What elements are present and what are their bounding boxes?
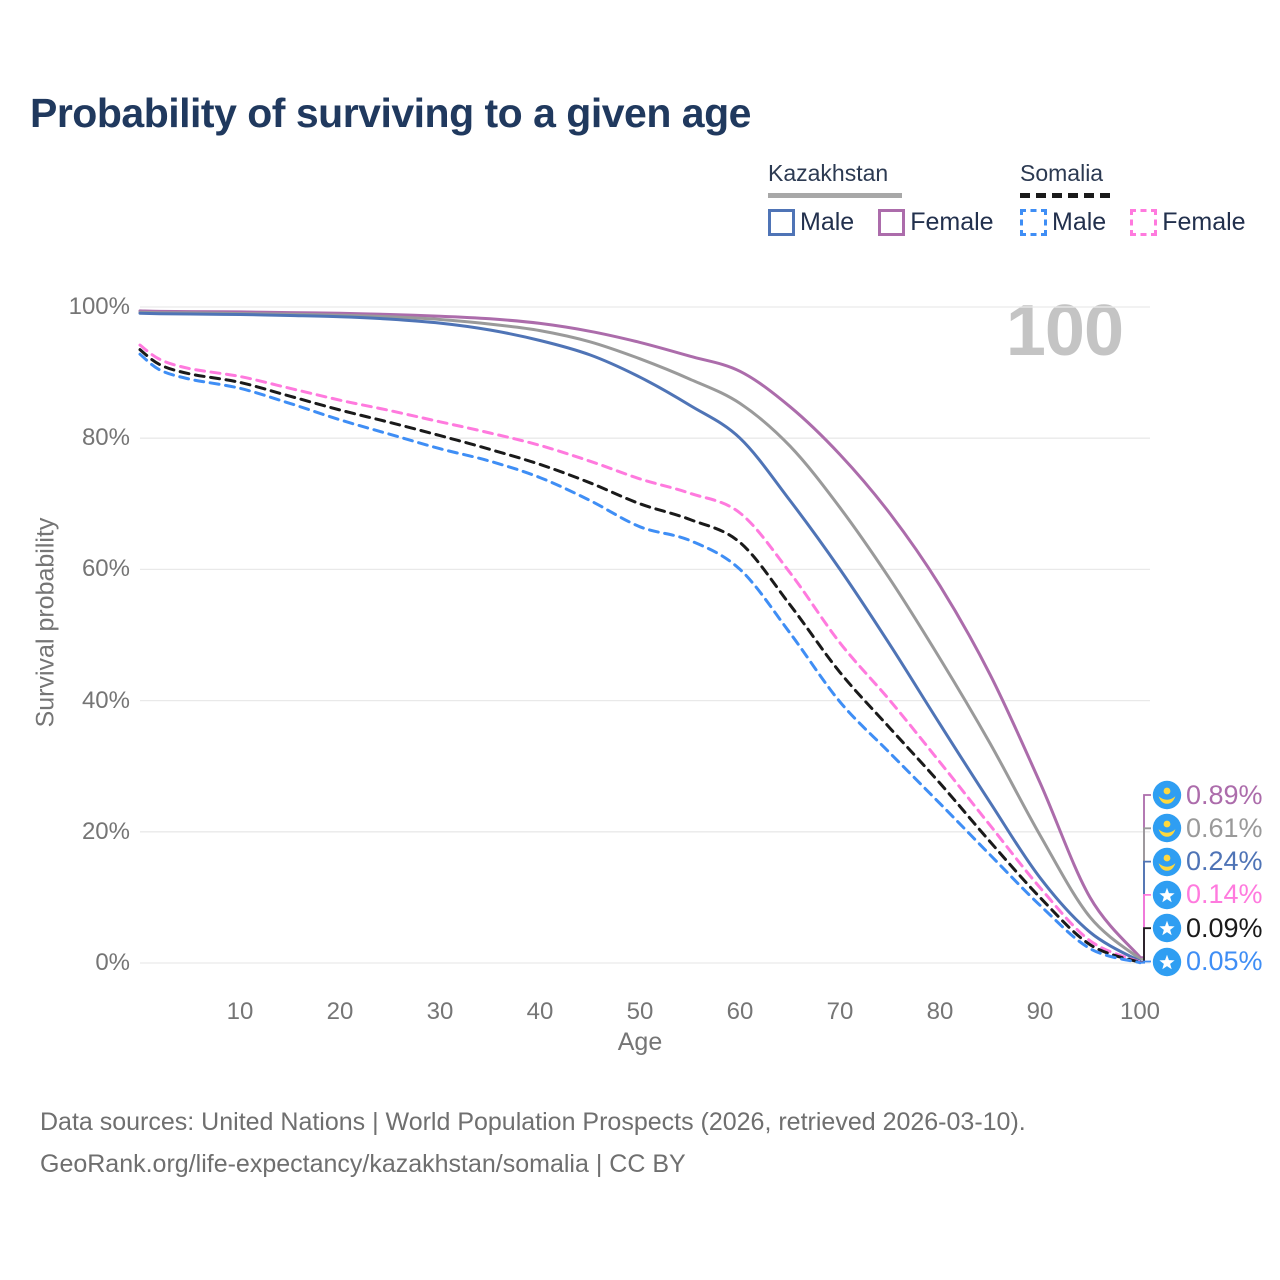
somalia-flag-icon <box>1152 880 1182 910</box>
footer-attribution: GeoRank.org/life-expectancy/kazakhstan/s… <box>40 1150 686 1178</box>
end-label-value-somalia-both-sexes: 0.09% <box>1186 912 1263 943</box>
x-tick-50: 50 <box>626 998 654 1025</box>
end-label-value-somalia-male: 0.05% <box>1186 946 1263 976</box>
y-tick-0%: 0% <box>95 949 130 976</box>
series-line-kazakhstan-both-sexes <box>138 310 1142 961</box>
swatch-somalia-female <box>1130 209 1158 236</box>
kazakhstan-flag-icon <box>1152 847 1182 876</box>
y-tick-80%: 80% <box>81 424 130 452</box>
kazakhstan-flag-icon <box>1152 780 1182 810</box>
x-tick-90: 90 <box>1026 998 1054 1025</box>
x-tick-20: 20 <box>326 998 354 1025</box>
legend-line-sample-somalia <box>1020 193 1110 198</box>
x-tick-80: 80 <box>926 998 954 1025</box>
end-label-kazakhstan-male: 0.24% <box>1152 846 1263 878</box>
end-label-connector-kazakhstan-both-sexes <box>1140 827 1151 960</box>
somalia-flag-icon <box>1152 947 1182 976</box>
end-label-value-kazakhstan-female: 0.89% <box>1186 779 1263 810</box>
series-line-somalia-male <box>138 352 1142 965</box>
y-tick-100%: 100% <box>68 293 130 320</box>
page-title: Probability of surviving to a given age <box>30 90 751 136</box>
y-tick-60%: 60% <box>81 555 130 583</box>
x-tick-70: 70 <box>826 998 854 1025</box>
kazakhstan-flag-icon <box>1152 814 1182 843</box>
legend-item-somalia-male[interactable]: Male <box>1020 208 1106 237</box>
x-axis-title: Age <box>617 1028 663 1056</box>
swatch-kazakhstan-female <box>878 209 906 236</box>
legend-item-somalia-female[interactable]: Female <box>1130 208 1246 237</box>
end-label-value-kazakhstan-both-sexes: 0.61% <box>1186 812 1263 843</box>
legend-country-somalia: Somalia <box>1020 160 1104 186</box>
swatch-somalia-male <box>1020 209 1047 236</box>
legend-group-somalia: Somalia Male Female <box>1020 160 1246 237</box>
end-label-somalia-male: 0.05% <box>1152 946 1263 978</box>
series-line-somalia-female <box>138 343 1142 964</box>
series-line-kazakhstan-male <box>138 311 1142 963</box>
x-tick-30: 30 <box>426 998 454 1025</box>
y-tick-20%: 20% <box>81 817 130 845</box>
end-label-value-somalia-female: 0.14% <box>1186 879 1263 910</box>
end-label-connector-somalia-male <box>1140 960 1151 964</box>
legend-item-kazakhstan-female[interactable]: Female <box>878 208 994 237</box>
legend-line-sample-kazakhstan <box>768 193 902 198</box>
end-label-connector-kazakhstan-male <box>1140 860 1151 963</box>
x-tick-10: 10 <box>226 998 254 1025</box>
legend-group-kazakhstan: Kazakhstan Male Female <box>768 160 994 237</box>
end-label-kazakhstan-female: 0.89% <box>1152 779 1263 811</box>
swatch-kazakhstan-male <box>768 209 795 236</box>
end-label-somalia-female: 0.14% <box>1152 879 1263 911</box>
end-label-value-kazakhstan-male: 0.24% <box>1186 846 1263 877</box>
x-tick-100: 100 <box>1119 998 1161 1025</box>
x-tick-60: 60 <box>726 998 754 1025</box>
legend-label-somalia-male: Male <box>1052 208 1107 236</box>
y-axis-title: Survival probability <box>31 517 60 728</box>
age-counter-watermark: 100 <box>1005 291 1124 371</box>
legend-item-kazakhstan-male[interactable]: Male <box>768 208 854 237</box>
x-tick-40: 40 <box>526 998 554 1025</box>
end-label-connector-kazakhstan-female <box>1140 794 1151 959</box>
series-line-somalia-both-sexes <box>138 348 1142 964</box>
end-label-somalia-both-sexes: 0.09% <box>1152 912 1263 944</box>
legend-label-kazakhstan-female: Female <box>910 208 994 236</box>
legend-label-kazakhstan-male: Male <box>800 208 855 236</box>
y-tick-40%: 40% <box>81 686 130 714</box>
legend-label-somalia-female: Female <box>1162 208 1246 236</box>
series-line-kazakhstan-female <box>138 309 1142 959</box>
legend-country-kazakhstan: Kazakhstan <box>768 160 889 186</box>
footer-data-sources: Data sources: United Nations | World Pop… <box>40 1108 1026 1136</box>
end-label-kazakhstan-both-sexes: 0.61% <box>1152 812 1263 844</box>
somalia-flag-icon <box>1152 913 1182 943</box>
